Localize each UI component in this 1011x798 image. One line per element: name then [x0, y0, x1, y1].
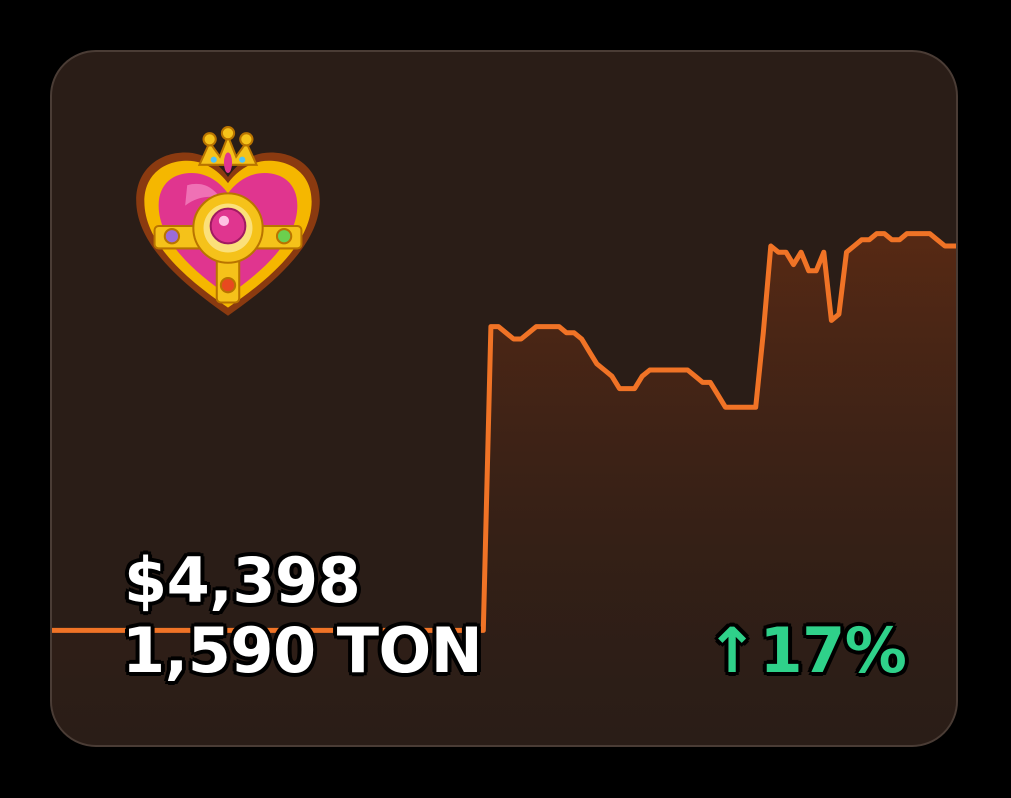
change-percent: 17% — [759, 614, 907, 687]
price-change: ↑17% — [706, 614, 907, 687]
chart-price-line — [52, 231, 956, 633]
chart-area-fill — [52, 233, 956, 745]
price-usd: $4,398 — [124, 544, 361, 617]
arrow-up-icon: ↑ — [706, 614, 758, 687]
heart-compact-icon — [136, 126, 320, 316]
price-chart — [52, 231, 956, 745]
gift-card[interactable]: $4,398 1,590 TON ↑17% — [50, 50, 958, 747]
price-ton: 1,590 TON — [122, 614, 483, 687]
